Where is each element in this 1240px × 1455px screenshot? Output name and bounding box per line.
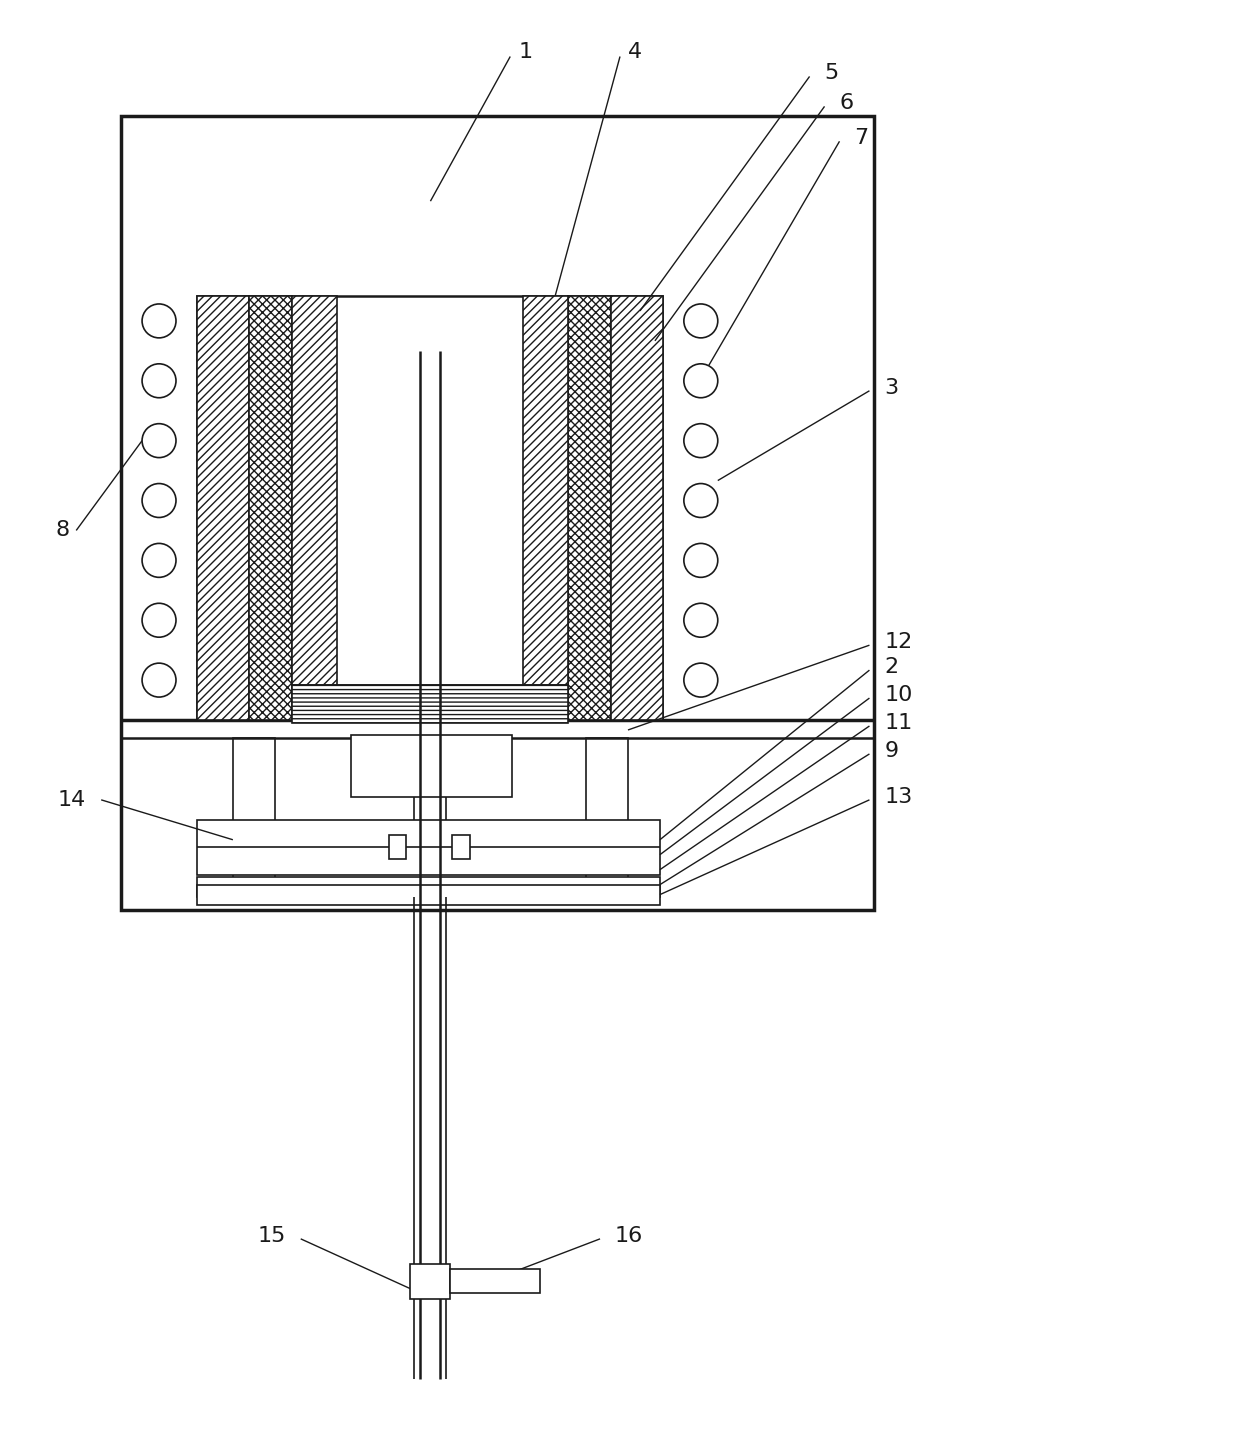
Bar: [568, 295, 663, 720]
Circle shape: [683, 483, 718, 518]
Bar: [453, 835, 470, 858]
Bar: [291, 685, 568, 723]
Text: 8: 8: [55, 521, 69, 540]
Bar: [351, 735, 512, 797]
Circle shape: [683, 423, 718, 458]
Circle shape: [683, 304, 718, 338]
Bar: [568, 295, 611, 720]
Bar: [388, 835, 407, 858]
Circle shape: [143, 423, 176, 458]
Bar: [587, 738, 627, 889]
Bar: [197, 819, 660, 874]
Text: 1: 1: [518, 42, 532, 61]
Bar: [249, 295, 291, 720]
Circle shape: [683, 364, 718, 397]
Circle shape: [143, 304, 176, 338]
Bar: [197, 295, 291, 720]
Text: 10: 10: [884, 685, 913, 706]
Text: 14: 14: [58, 790, 87, 810]
Bar: [611, 295, 663, 720]
Text: 11: 11: [884, 713, 913, 733]
Text: 5: 5: [825, 64, 838, 83]
Bar: [523, 295, 568, 685]
Text: 12: 12: [884, 631, 913, 652]
Bar: [291, 295, 568, 685]
Bar: [410, 1264, 450, 1299]
Circle shape: [683, 604, 718, 637]
Text: 13: 13: [884, 787, 913, 808]
Bar: [233, 738, 275, 889]
Bar: [291, 295, 336, 685]
Text: 7: 7: [854, 128, 868, 148]
Text: 6: 6: [839, 93, 853, 113]
Bar: [197, 885, 660, 905]
Text: 16: 16: [615, 1227, 644, 1245]
Bar: [450, 1269, 541, 1292]
Bar: [197, 877, 660, 896]
Text: 15: 15: [258, 1227, 285, 1245]
Text: 3: 3: [884, 378, 899, 397]
Text: 9: 9: [884, 741, 899, 761]
Bar: [197, 295, 249, 720]
Circle shape: [143, 663, 176, 697]
Circle shape: [143, 483, 176, 518]
Text: 2: 2: [884, 658, 899, 677]
Circle shape: [143, 604, 176, 637]
Bar: [122, 116, 874, 909]
Circle shape: [683, 663, 718, 697]
Circle shape: [143, 364, 176, 397]
Text: 4: 4: [627, 42, 642, 61]
Circle shape: [143, 543, 176, 578]
Circle shape: [683, 543, 718, 578]
